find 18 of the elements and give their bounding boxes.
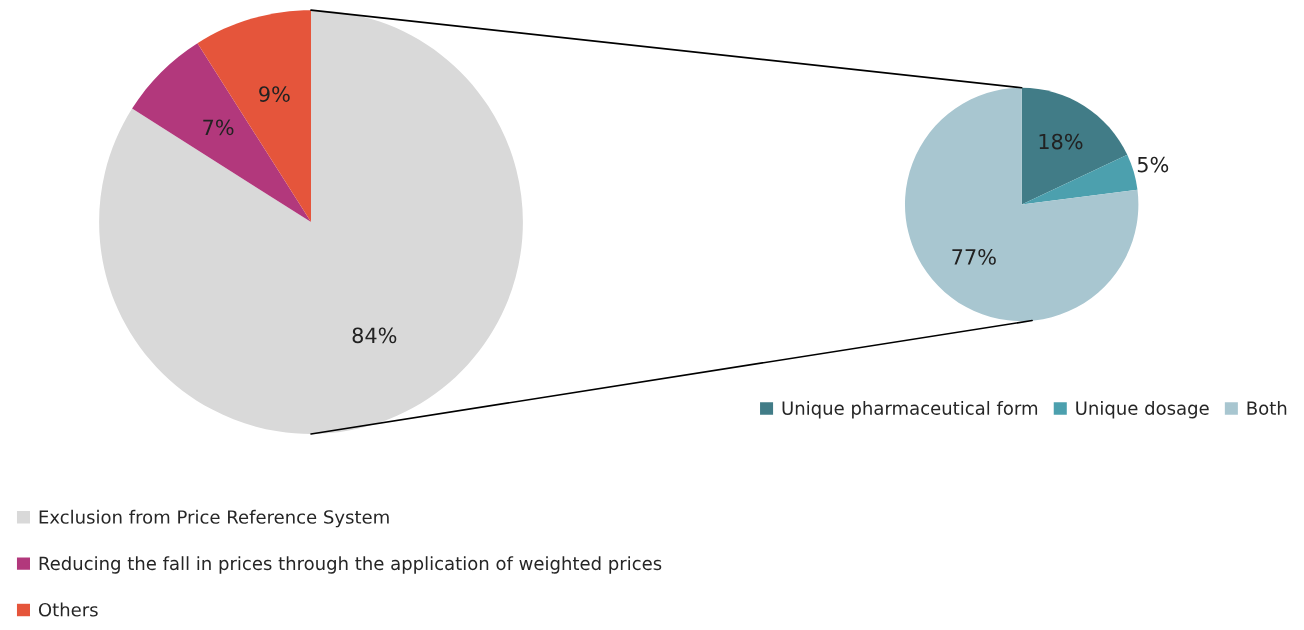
pie-slice: [904, 87, 1139, 322]
legend-label: Unique dosage: [1076, 400, 1209, 419]
pie-slice: [197, 10, 311, 223]
data-label: 5%: [1137, 156, 1169, 173]
data-label: 18%: [1039, 133, 1083, 150]
pie-slice: [1021, 87, 1128, 205]
pie-slice: [132, 43, 311, 223]
data-label: 7%: [203, 119, 234, 136]
legend-label: Unique pharmaceutical form: [782, 400, 1038, 419]
data-label: 9%: [259, 86, 290, 102]
legend-label: Exclusion from Price Reference System: [39, 509, 389, 528]
legend-label: Reducing the fall in prices through the application of weighted prices: [39, 556, 662, 574]
legend-label: Others: [38, 602, 98, 617]
data-label: 77%: [952, 249, 996, 265]
data-label: 84%: [352, 327, 397, 344]
pie-slice: [1021, 154, 1138, 205]
pie-slice: [99, 10, 523, 434]
legend-label: Both: [1247, 400, 1287, 415]
